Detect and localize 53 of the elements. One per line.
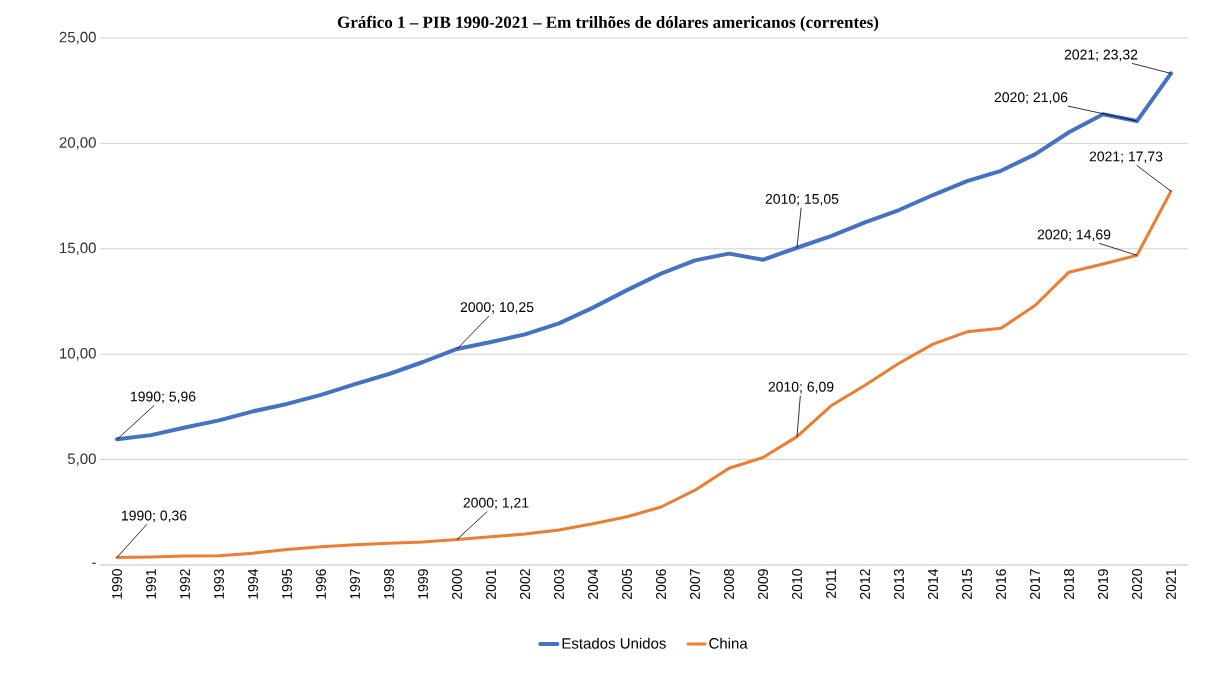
annotation: 2000; 10,25 (460, 302, 534, 314)
y-tick-label: 25,00 (59, 31, 96, 45)
x-tick-label: 1998 (384, 569, 394, 599)
chart-title: Gráfico 1 – PIB 1990-2021 – Em trilhões de dólares americanos (correntes) (337, 15, 879, 32)
annotation: 2020; 14,69 (1037, 229, 1111, 242)
y-tick-label: 5,00 (67, 453, 96, 466)
x-tick-label: 2000 (452, 569, 462, 599)
x-tick-label: 1995 (282, 569, 292, 599)
x-tick-label: 1992 (180, 569, 190, 599)
x-tick-label: 2015 (962, 569, 972, 599)
legend-label: China (709, 637, 748, 649)
annotation: 2021; 23,32 (1064, 49, 1138, 62)
line-series (115, 71, 1173, 442)
y-tick-label: 20,00 (59, 137, 96, 150)
annotation: 2010; 15,05 (765, 193, 839, 206)
x-tick-label: 2003 (554, 569, 564, 599)
x-tick-label: 2005 (622, 569, 632, 599)
x-tick-label: 2001 (486, 569, 496, 599)
x-tick-label: 2019 (1098, 569, 1108, 599)
x-tick-label: 2013 (894, 569, 904, 599)
y-tick-label: - (92, 562, 96, 564)
x-tick-label: 2009 (758, 569, 768, 599)
x-tick-label: 2004 (588, 568, 598, 599)
x-tick-label: 1996 (316, 569, 326, 599)
annotation: 2020; 21,06 (994, 92, 1068, 104)
x-tick-label: 1993 (214, 569, 224, 599)
annotation: 1990; 0,36 (121, 510, 187, 523)
y-tick-label: 15,00 (60, 242, 96, 255)
line-series (115, 189, 1173, 559)
x-tick-label: 2008 (724, 569, 734, 599)
x-tick-label: 1991 (146, 569, 156, 599)
x-tick-label: 1994 (248, 568, 258, 599)
x-tick-label: 2007 (690, 569, 700, 599)
y-tick-label: 10,00 (60, 347, 96, 361)
annotation: 2000; 1,21 (463, 497, 529, 510)
x-tick-label: 2006 (656, 569, 666, 599)
x-tick-label: 2010 (792, 569, 802, 599)
x-tick-label: 2018 (1064, 569, 1074, 599)
x-tick-label: 2012 (860, 569, 870, 599)
x-tick-label: 2020 (1132, 569, 1142, 599)
annotation: 2021; 17,73 (1089, 151, 1163, 164)
annotation: 1990; 5,96 (130, 391, 196, 404)
x-tick-label: 2014 (928, 568, 938, 599)
x-tick-label: 2016 (996, 569, 1006, 599)
x-tick-label: 1999 (418, 569, 428, 599)
x-tick-label: 2011 (826, 569, 836, 598)
x-tick-label: 1997 (350, 569, 360, 599)
annotation: 2010; 6,09 (768, 381, 834, 394)
x-tick-label: 1990 (112, 569, 122, 599)
x-tick-label: 2002 (520, 569, 530, 599)
legend-label: Estados Unidos (562, 637, 666, 649)
x-tick-label: 2017 (1030, 569, 1040, 599)
x-tick-label: 2021 (1166, 569, 1176, 599)
